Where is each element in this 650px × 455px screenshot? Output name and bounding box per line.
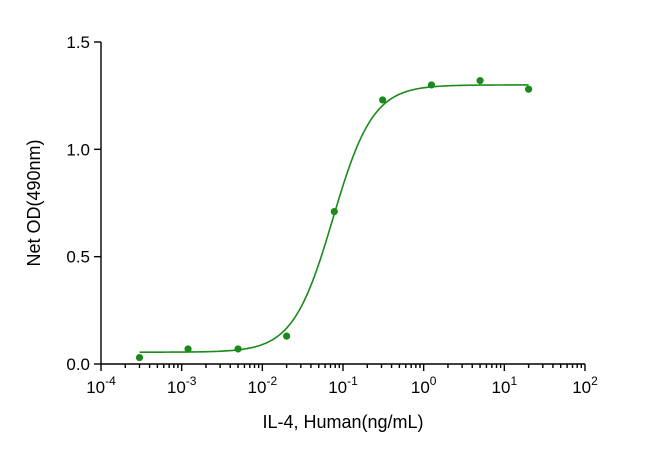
- data-point: [330, 207, 338, 216]
- x-tick-label-exponent: 2: [591, 374, 598, 388]
- x-tick-label-exponent: -3: [186, 374, 197, 388]
- y-tick-label: 1.5: [66, 33, 90, 52]
- x-axis-title: IL-4, Human(ng/mL): [262, 412, 423, 432]
- x-tick-label: 102: [572, 374, 598, 397]
- data-point: [234, 345, 242, 353]
- y-axis-title: Net OD(490nm): [24, 139, 44, 266]
- x-tick-label-exponent: 0: [430, 374, 437, 388]
- x-tick-label: 10-2: [248, 374, 278, 397]
- x-tick-label-exponent: -4: [105, 374, 116, 388]
- x-tick-label-exponent: 1: [510, 374, 517, 388]
- x-tick-label-base: 10: [86, 378, 105, 397]
- x-tick-label-exponent: -2: [266, 374, 277, 388]
- y-ticks: 0.0 0.5 1.0 1.5: [66, 33, 101, 374]
- data-point: [184, 345, 192, 353]
- x-tick-label: 100: [411, 374, 437, 397]
- x-tick-label-exponent: -1: [347, 374, 358, 388]
- fit-curves: [139, 84, 529, 353]
- x-tick-label: 10-4: [86, 374, 116, 397]
- x-tick-label-base: 10: [411, 378, 430, 397]
- data-point: [427, 81, 436, 89]
- x-tick-label: 10-1: [328, 374, 358, 397]
- y-tick-label: 0.5: [66, 248, 90, 267]
- data-point: [283, 332, 291, 340]
- x-tick-label-base: 10: [328, 378, 347, 397]
- y-tick-label: 0.0: [66, 355, 90, 374]
- data-point: [379, 96, 387, 104]
- data-point: [525, 85, 533, 93]
- x-tick-label-base: 10: [492, 378, 511, 397]
- y-tick-label: 1.0: [66, 140, 90, 159]
- x-tick-label-base: 10: [248, 378, 267, 397]
- x-tick-label-base: 10: [572, 378, 591, 397]
- data-point: [476, 77, 484, 85]
- data-points: [135, 77, 533, 362]
- x-tick-label-base: 10: [167, 378, 186, 397]
- x-tick-label: 10-3: [167, 374, 197, 397]
- fit-curve: [139, 84, 529, 353]
- x-ticks: 10-4 10-3 10-2 10-1 100 101 102: [86, 364, 598, 397]
- x-tick-label: 101: [492, 374, 518, 397]
- data-point: [135, 353, 144, 362]
- axes: [100, 42, 585, 365]
